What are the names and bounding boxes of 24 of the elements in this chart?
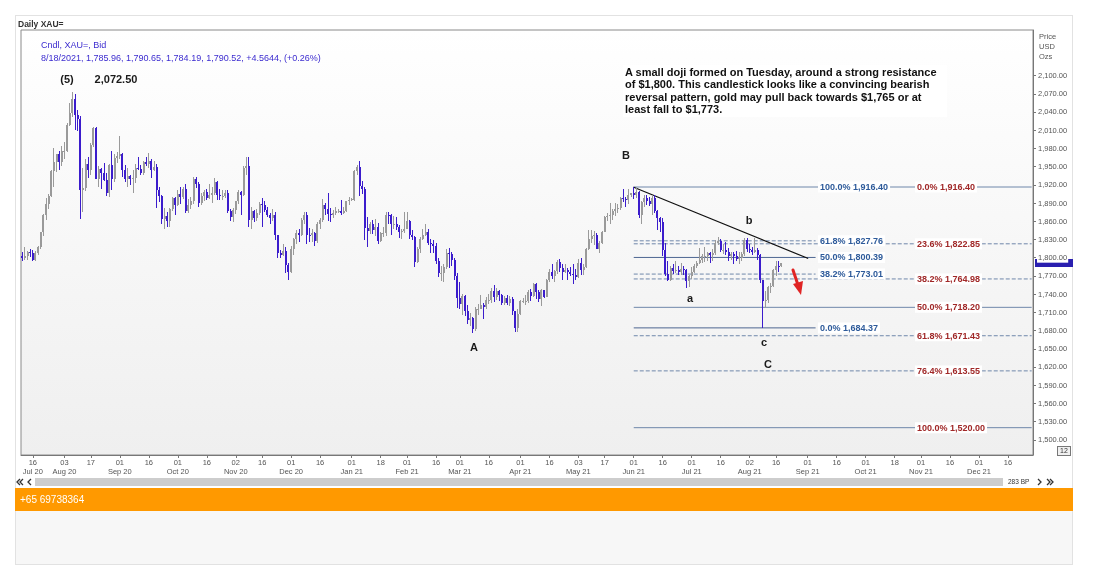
- ref-line-label: 23.6% 1,822.85: [917, 238, 981, 249]
- ref-line-label: 100.0% 1,916.40: [820, 182, 889, 193]
- annotation: 0.0% 1,916.40: [917, 182, 976, 193]
- ref-line-label: 0.0% 1,684.37: [820, 322, 879, 333]
- annotation: 2,072.50: [94, 73, 138, 85]
- annotation: C: [764, 358, 772, 370]
- ref-line-label: 38.2% 1,764.98: [917, 273, 981, 284]
- ref-line-label: 38.2% 1,773.01: [820, 269, 884, 280]
- annotation: B: [622, 149, 630, 161]
- ref-line-label: 100.0% 1,520.00: [917, 422, 986, 433]
- chart-title: Daily XAU=: [18, 18, 64, 29]
- ref-line-label: 50.0% 1,800.39: [820, 252, 884, 263]
- annotation: (5): [60, 73, 74, 85]
- text: +65 69738364: [20, 494, 85, 505]
- annotation: A small doji formed on Tuesday, around a strong resistance of $1,800. This candlestick looks like a convincing bearish reversal pattern, gold may pull back towards $1,765 or at least fall to $1,773.: [623, 65, 947, 117]
- text: Cndl, XAU=, Bid 8/18/2021, 1,785.96, 1,790.65, 1,784.19, 1,790.52, +4.5644, (+0.26%): [41, 39, 321, 63]
- annotation: b: [745, 214, 753, 226]
- annotation: A: [470, 341, 478, 353]
- annotation: c: [760, 336, 768, 348]
- ref-line-label: 61.8% 1,827.76: [820, 235, 884, 246]
- annotation: a: [686, 292, 694, 304]
- ref-line-label: 76.4% 1,613.55: [917, 365, 981, 376]
- ref-line-label: 50.0% 1,718.20: [917, 302, 981, 313]
- ref-line-label: 61.8% 1,671.43: [917, 330, 981, 341]
